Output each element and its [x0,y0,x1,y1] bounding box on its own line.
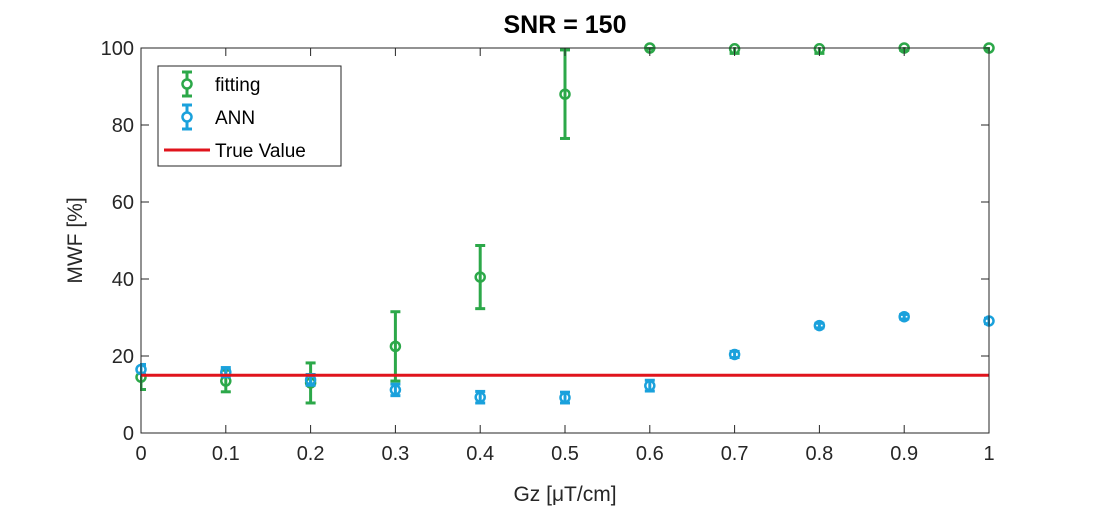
y-tick-label: 20 [112,346,134,368]
x-tick-label: 0.4 [466,443,494,465]
data-point [389,384,402,396]
x-tick-label: 0 [135,443,146,465]
data-point [474,271,486,283]
errorbar [390,310,401,383]
y-tick-label: 0 [123,423,134,445]
x-tick-label: 0.5 [551,443,579,465]
data-point [813,319,826,332]
x-tick-label: 0.7 [721,443,749,465]
legend-entry: ANN [181,103,255,131]
legend-marker-swatch [181,111,193,123]
legend-marker-swatch [181,78,193,90]
y-tick-label: 100 [101,38,134,60]
data-point [644,379,656,392]
data-point [728,348,741,361]
y-tick-label: 60 [112,192,134,214]
legend-entry: fitting [181,70,260,98]
y-tick-label: 80 [112,115,134,137]
data-point [898,310,910,323]
x-axis-label: Gz [μT/cm] [513,483,616,506]
legend-entry: True Value [164,141,306,162]
data-point [389,340,402,353]
y-tick-label: 40 [112,269,134,291]
x-tick-label: 1 [983,443,994,465]
x-tick-label: 0.8 [805,443,833,465]
data-point [474,391,486,403]
data-point [559,88,571,100]
errorbar [475,244,486,311]
x-tick-label: 0.3 [381,443,409,465]
y-axis-label: MWF [%] [64,197,87,283]
chart-title: SNR = 150 [504,11,627,39]
x-tick-label: 0.6 [636,443,664,465]
legend-label: fitting [215,75,260,96]
data-point [559,391,571,404]
legend-label: True Value [215,141,306,162]
legend: fitting ANN True Value [157,65,342,167]
axis-ticks: 0 0.1 0.2 0.3 0.4 0.5 0.6 0.7 0.8 0.9 1 0 20 40 60 80 10… [101,38,995,465]
x-tick-label: 0.1 [212,443,240,465]
x-tick-label: 0.9 [890,443,918,465]
x-tick-label: 0.2 [297,443,325,465]
legend-label: ANN [215,108,255,129]
